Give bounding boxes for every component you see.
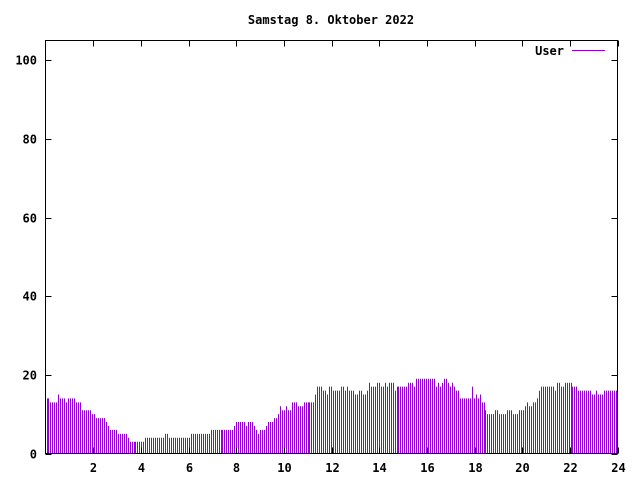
x-tick-label: 16 bbox=[420, 461, 434, 475]
x-tick-label: 12 bbox=[325, 461, 339, 475]
y-tick-label: 20 bbox=[23, 369, 37, 383]
x-tick-label: 20 bbox=[515, 461, 529, 475]
x-tick-label: 8 bbox=[233, 461, 240, 475]
chart-title: Samstag 8. Oktober 2022 bbox=[248, 13, 414, 27]
legend-label-user: User bbox=[535, 44, 564, 58]
y-axis: 0 20 40 60 80 100 bbox=[15, 54, 618, 462]
y-tick-label: 60 bbox=[23, 212, 37, 226]
y-tick-label: 40 bbox=[23, 290, 37, 304]
x-tick-label: 22 bbox=[563, 461, 577, 475]
x-tick-label: 10 bbox=[277, 461, 291, 475]
bar-series-user bbox=[47, 378, 617, 454]
x-tick-label: 4 bbox=[138, 461, 145, 475]
plot-frame bbox=[45, 40, 618, 454]
x-tick-label: 24 bbox=[611, 461, 625, 475]
y-tick-label: 0 bbox=[30, 448, 37, 462]
x-tick-label: 2 bbox=[90, 461, 97, 475]
y-tick-label: 100 bbox=[15, 54, 37, 68]
x-tick-label: 6 bbox=[186, 461, 193, 475]
y-tick-label: 80 bbox=[23, 133, 37, 147]
x-tick-label: 18 bbox=[468, 461, 482, 475]
legend: User bbox=[535, 44, 605, 58]
x-tick-label: 14 bbox=[372, 461, 386, 475]
x-axis: 2 4 6 8 10 12 14 16 18 20 22 24 bbox=[90, 40, 626, 475]
